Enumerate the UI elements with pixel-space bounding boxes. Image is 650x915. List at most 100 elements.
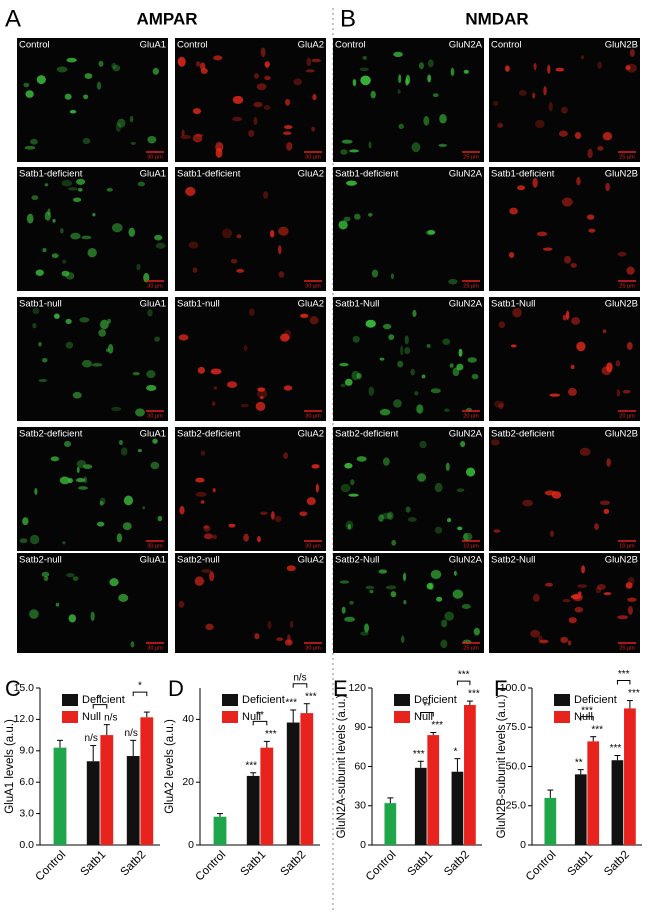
legend-swatch [62,711,78,723]
cell [38,378,48,383]
bar [300,713,314,845]
cell [379,357,385,361]
cell [626,341,633,350]
micrograph [489,553,640,653]
cell [522,499,534,507]
cell [397,360,404,368]
bar [140,717,154,845]
cell [439,113,447,124]
cell [427,74,432,83]
cell [426,582,433,590]
significance: *** [245,760,257,771]
cell [157,515,163,522]
cell [493,400,505,408]
cell [69,109,77,114]
cell [123,495,134,506]
cell [154,336,161,342]
cell [562,598,571,603]
cell [438,143,448,147]
cell [205,623,214,631]
cell [364,623,369,633]
scale-label: 25 μm [463,645,479,651]
cell [390,273,394,280]
cell [260,396,264,400]
cell [446,517,452,523]
condition-label: Satb1-Null [335,299,379,310]
cell [442,338,451,345]
significance: *** [431,720,443,731]
cell [35,269,44,276]
channel-label: GluA1 [140,169,166,180]
cell [512,307,522,318]
cell [390,591,397,598]
cell [72,391,82,399]
cell [606,458,611,467]
cell [256,535,261,543]
cell [462,532,473,542]
channel-label: GluA2 [298,40,324,51]
cell [352,335,360,343]
cell [195,491,207,497]
cell [65,318,72,324]
micrograph [489,38,640,162]
condition-label: Control [335,40,366,51]
cell [253,116,258,126]
cell [111,406,122,412]
cell [597,61,602,69]
significance: ** [575,757,583,768]
micrograph [17,297,168,421]
cell [51,253,59,259]
cell [211,401,216,406]
scale-label: 10 μm [619,543,635,549]
condition-label: Satb1-null [19,299,62,310]
cell [50,456,60,462]
cell [84,73,93,79]
bar [414,767,427,845]
scale-label: 30 μm [305,283,321,289]
cell [381,512,393,520]
x-tick-label: Satb2 [442,849,472,879]
cell [385,585,397,590]
cell [603,508,610,515]
cell [571,317,581,325]
cell [558,130,568,137]
cell [617,615,629,620]
cell [284,639,293,646]
significance: *** [628,688,640,699]
cell [61,270,70,277]
cell [44,211,51,221]
cell [340,383,346,388]
cell [200,500,205,504]
cell [309,316,319,325]
cell [362,55,368,60]
y-tick-label: 9.0 [19,745,34,757]
cell [147,136,157,144]
cell [567,640,572,646]
cell [201,569,212,574]
cell [155,242,166,249]
scale-label: 30 μm [147,154,163,160]
cell [572,593,583,602]
scale-label: 20 μm [619,413,635,419]
panel-letter: E [333,676,348,701]
bar [384,803,397,845]
panel-title: NMDAR [465,9,528,28]
cell [143,272,150,283]
micrograph [175,553,326,653]
legend-swatch [554,694,570,706]
micrograph [17,38,168,162]
cell [436,596,443,602]
panel-letter: C [5,676,21,701]
significance: *** [265,729,277,740]
cell [382,323,392,330]
cell [405,506,411,513]
cell [341,139,353,144]
cell [109,578,119,587]
cell [192,108,202,115]
condition-label: Satb1-deficient [335,169,399,180]
cell [76,466,80,474]
cell [599,500,610,505]
cell [29,609,39,619]
condition-label: Control [177,40,208,51]
